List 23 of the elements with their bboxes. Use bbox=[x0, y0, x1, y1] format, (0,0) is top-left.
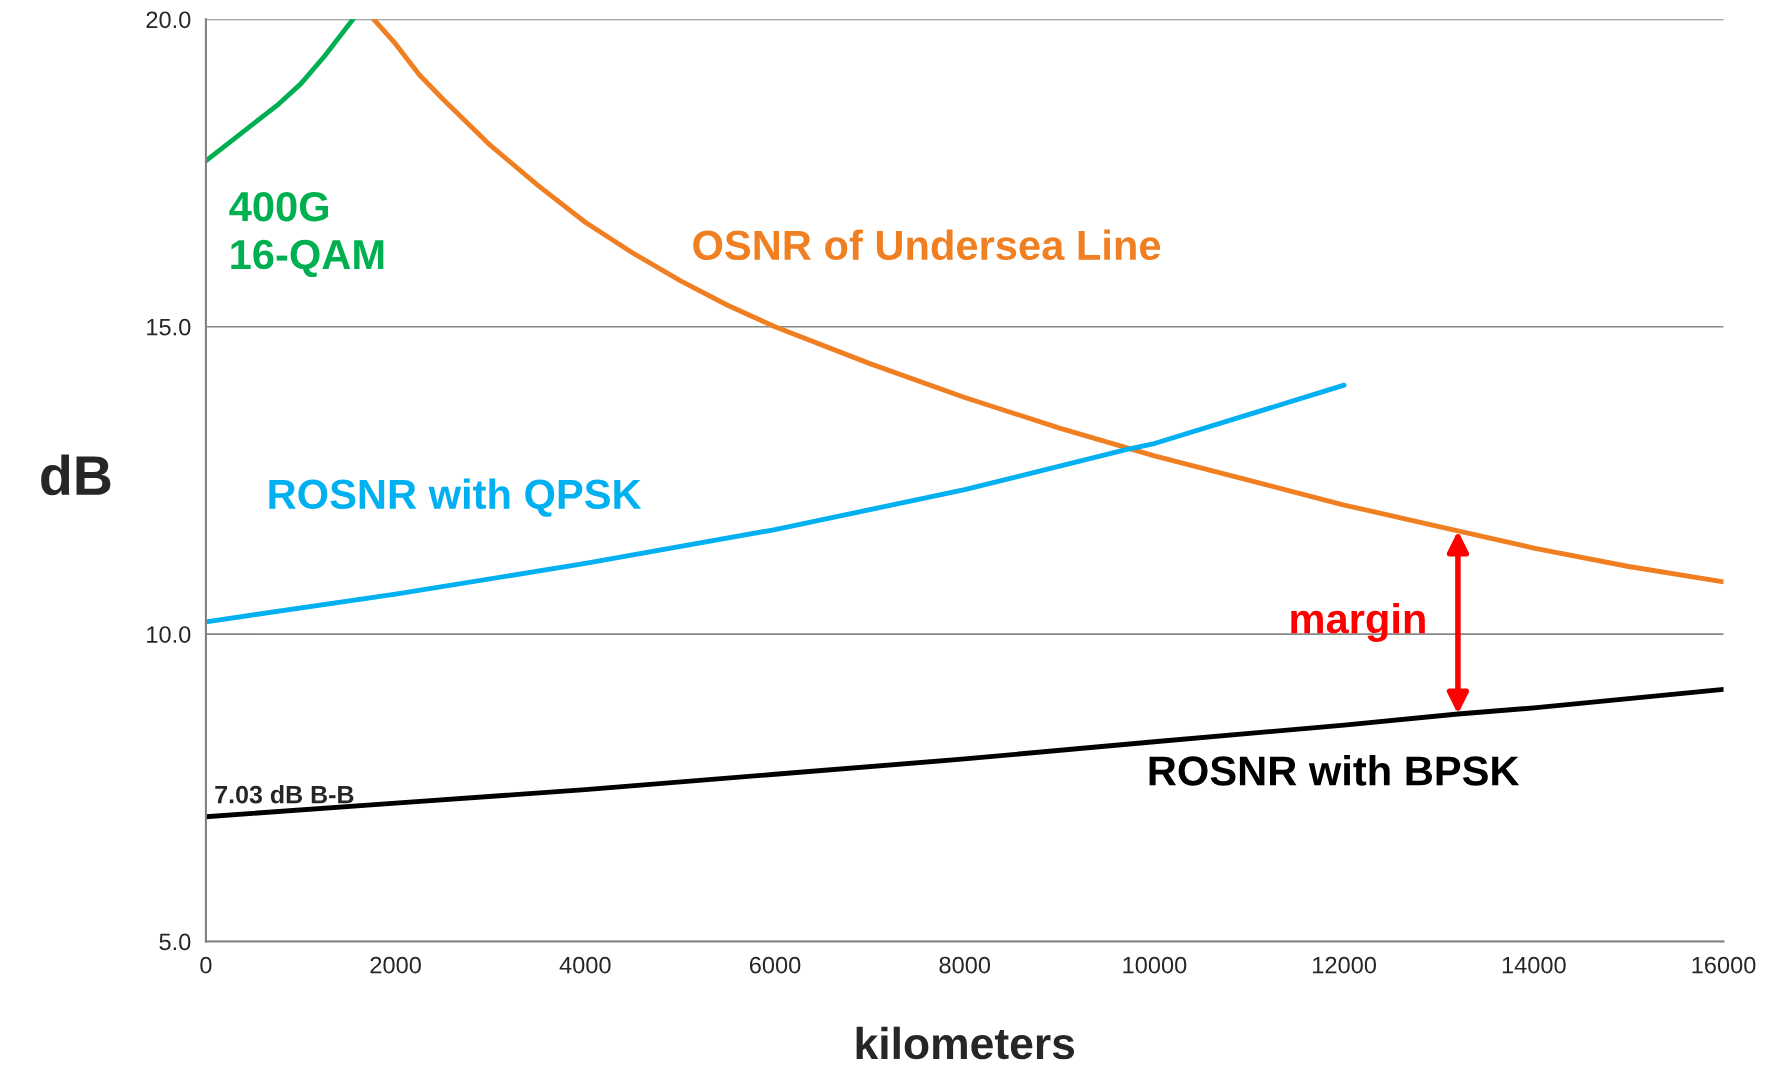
y-axis-title: dB bbox=[41, 454, 111, 496]
x-tick-label: 8000 bbox=[939, 956, 991, 974]
y-tick-label: 10.0 bbox=[147, 626, 191, 643]
line-series bbox=[205, 19, 356, 164]
series-label: 400G 16-QAM bbox=[229, 191, 384, 278]
x-axis-title: kilometers bbox=[856, 1026, 1075, 1060]
series-label: OSNR of Undersea Line bbox=[693, 229, 1161, 261]
x-tick-label: 16000 bbox=[1692, 956, 1756, 974]
y-tick-label: 20.0 bbox=[146, 11, 191, 29]
x-tick-label: 0 bbox=[200, 956, 212, 974]
annotation: margin bbox=[1291, 602, 1425, 642]
y-tick-label: 15.0 bbox=[147, 318, 191, 336]
x-tick-label: 10000 bbox=[1123, 956, 1187, 974]
x-tick-label: 14000 bbox=[1502, 956, 1566, 974]
annotation: 7.03 dB B-B bbox=[215, 785, 354, 804]
x-tick-label: 6000 bbox=[749, 956, 801, 974]
series-label: ROSNR with QPSK bbox=[269, 478, 642, 517]
line-series bbox=[205, 687, 1724, 820]
y-tick-label: 5.0 bbox=[159, 933, 191, 951]
x-tick-label: 4000 bbox=[559, 956, 611, 974]
x-tick-label: 12000 bbox=[1313, 956, 1377, 974]
series-label: ROSNR with BPSK bbox=[1149, 755, 1520, 786]
x-tick-label: 2000 bbox=[370, 956, 421, 974]
